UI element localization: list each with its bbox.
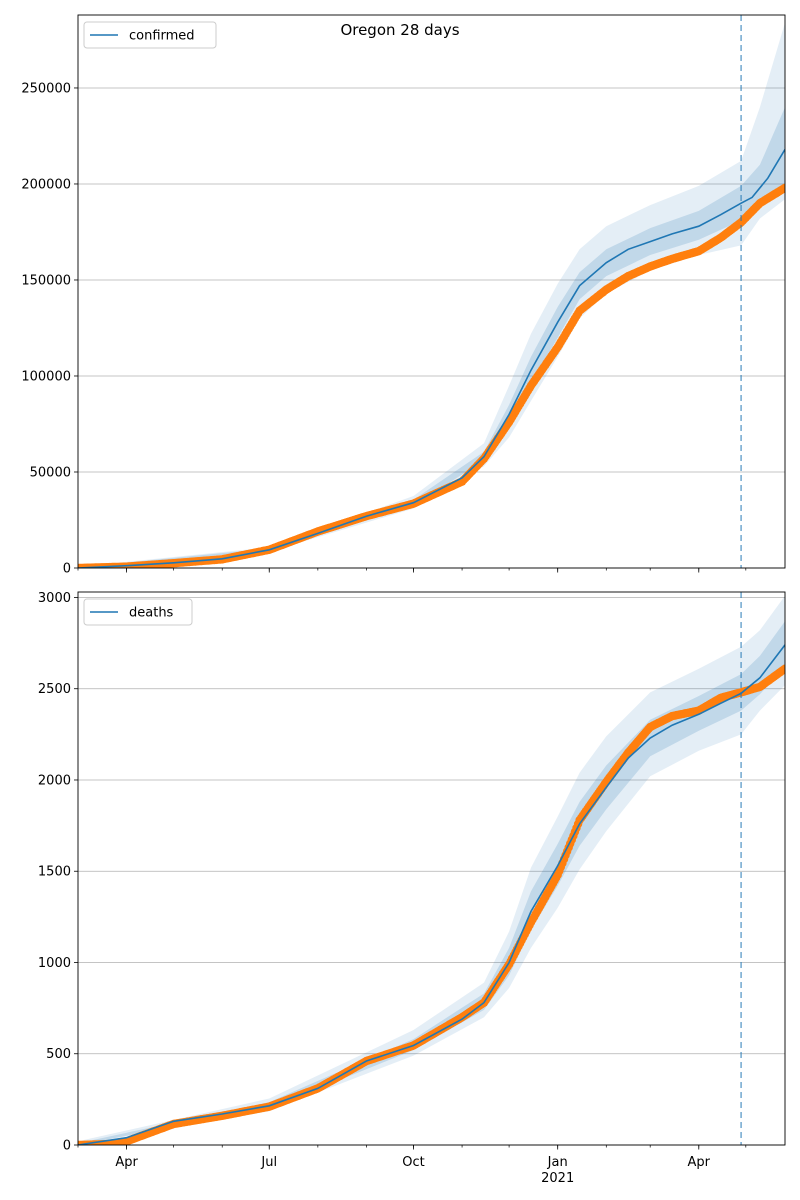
y-tick-label: 2500 bbox=[38, 682, 71, 697]
legend-label: deaths bbox=[129, 606, 174, 621]
legend-label: confirmed bbox=[129, 29, 195, 44]
confidence-band-outer bbox=[78, 22, 785, 568]
y-tick-label: 0 bbox=[63, 562, 71, 577]
axes-frame bbox=[77, 14, 786, 569]
x-tick-label: Oct bbox=[402, 1155, 424, 1170]
panel-confirmed: 0 50000 100000 150000 200000 250000 confirmed bbox=[21, 14, 786, 577]
y-tick-label: 50000 bbox=[30, 465, 71, 480]
legend-box bbox=[83, 598, 193, 626]
model-line bbox=[78, 644, 785, 1145]
y-tick-label: 250000 bbox=[21, 81, 71, 96]
y-tick-label: 1500 bbox=[38, 865, 71, 880]
observed-point bbox=[780, 664, 785, 673]
legend-box bbox=[83, 21, 217, 49]
model-line bbox=[78, 148, 785, 568]
x-tick-sublabel: 2021 bbox=[541, 1171, 574, 1186]
plot-area-confirmed bbox=[78, 22, 785, 568]
legend-confirmed: confirmed bbox=[83, 21, 217, 49]
x-tick-label: Apr bbox=[115, 1155, 138, 1170]
y-tick-label: 2000 bbox=[38, 773, 71, 788]
chart-title: Oregon 28 days bbox=[340, 21, 460, 39]
x-tick-label: Apr bbox=[688, 1155, 711, 1170]
axes-frame bbox=[77, 591, 786, 1146]
plot-area-deaths bbox=[78, 595, 785, 1145]
y-tick-label: 0 bbox=[63, 1139, 71, 1154]
observed-point bbox=[780, 183, 785, 192]
y-tick-label: 1000 bbox=[38, 956, 71, 971]
legend-deaths: deaths bbox=[83, 598, 193, 626]
x-tick-label: Jul bbox=[260, 1155, 277, 1170]
panel-deaths: 0 500 1000 1500 2000 2500 3000 Apr Jul Oct Jan2021… bbox=[38, 591, 786, 1186]
x-tick-label: Jan bbox=[547, 1155, 568, 1170]
y-tick-label: 3000 bbox=[38, 591, 71, 606]
y-tick-label: 500 bbox=[46, 1047, 71, 1062]
y-tick-label: 100000 bbox=[21, 369, 71, 384]
y-tick-label: 200000 bbox=[21, 177, 71, 192]
confidence-band-outer bbox=[78, 595, 785, 1145]
y-tick-label: 150000 bbox=[21, 273, 71, 288]
